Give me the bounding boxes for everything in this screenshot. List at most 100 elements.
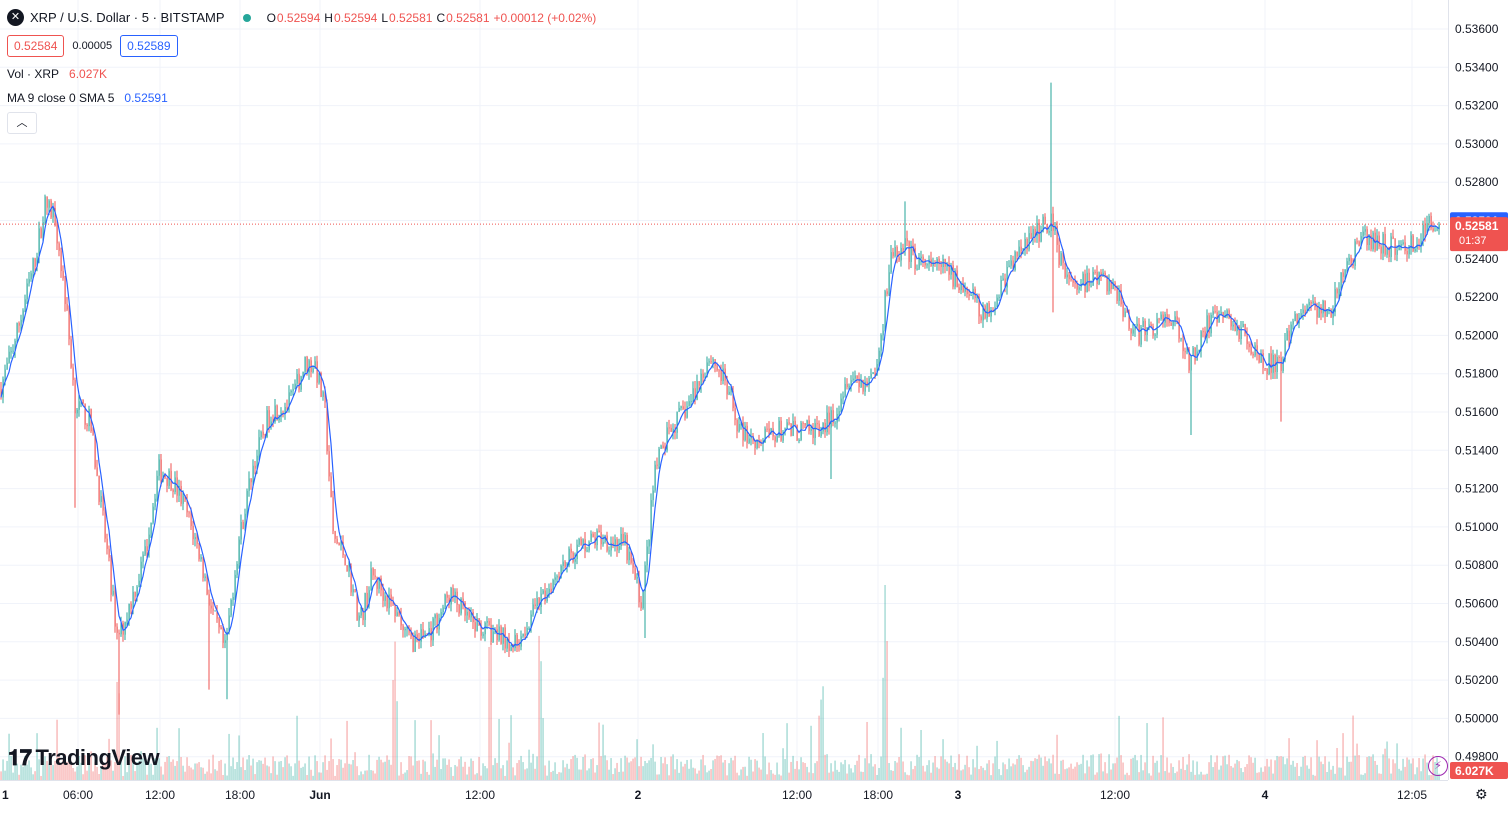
candle-body	[6, 362, 8, 370]
lightning-icon[interactable]: ⚡	[1428, 756, 1448, 776]
candle-body	[1256, 345, 1258, 354]
volume-bar	[1260, 767, 1262, 780]
volume-bar	[782, 748, 784, 780]
candle-body	[458, 604, 460, 614]
candle-body	[182, 495, 184, 504]
candle-body	[1170, 322, 1172, 326]
volume-bar	[214, 769, 216, 780]
candle-body	[1332, 312, 1334, 318]
volume-bar	[950, 755, 952, 780]
candle-body	[580, 538, 582, 546]
volume-bar	[554, 762, 556, 780]
volume-bar	[1266, 758, 1268, 780]
volume-bar	[738, 775, 740, 780]
volume-bar	[1132, 757, 1134, 780]
symbol-title[interactable]: XRP / U.S. Dollar · 5 · BITSTAMP	[30, 10, 225, 25]
candle-body	[612, 542, 614, 546]
volume-bar	[1148, 773, 1150, 780]
candle-body	[1034, 228, 1036, 236]
candle-body	[1306, 305, 1308, 313]
volume-bar	[1290, 764, 1292, 780]
volume-bar	[12, 772, 14, 780]
tradingview-logo[interactable]: 𝟏𝟕 TradingView	[8, 745, 160, 771]
price-axis[interactable]: 0.53600 0.53400 0.53200 0.53000 0.52800 0.524…	[1448, 0, 1511, 780]
volume-bar	[1174, 773, 1176, 780]
volume-bar	[1336, 748, 1338, 780]
sell-button[interactable]: 0.52584	[7, 35, 65, 57]
volume-bar	[552, 770, 554, 780]
volume-bar	[1324, 756, 1326, 780]
price-tick-label: 0.51200	[1455, 482, 1499, 496]
candle-body	[178, 486, 180, 496]
volume-legend[interactable]: Vol · XRP 6.027K	[7, 67, 107, 81]
candle-body	[396, 612, 398, 616]
candle-body	[754, 440, 756, 449]
candle-body	[402, 625, 404, 631]
volume-bar	[1060, 760, 1062, 780]
candle-body	[870, 373, 872, 379]
candle-body	[288, 392, 290, 408]
volume-bar	[862, 771, 864, 780]
volume-bar	[1278, 756, 1280, 780]
candle-body	[8, 351, 10, 363]
candle-body	[1290, 324, 1292, 341]
candle-body	[1208, 315, 1210, 334]
volume-bar	[786, 723, 788, 780]
candle-body	[958, 287, 960, 291]
tv-logo-icon: 𝟏𝟕	[8, 745, 32, 770]
chart-area[interactable]	[0, 0, 1448, 780]
volume-bar	[880, 756, 882, 780]
candle-body	[204, 576, 206, 578]
candle-body	[780, 420, 782, 441]
candle-body	[510, 647, 512, 651]
volume-bar	[1184, 770, 1186, 780]
candle-body	[606, 535, 608, 551]
candle-body	[278, 416, 280, 421]
time-axis[interactable]: 1 06:00 12:00 18:00 Jun 12:00 2 12:00 18:00 3 12:0…	[0, 780, 1448, 810]
candle-body	[314, 361, 316, 369]
candle-body	[804, 423, 806, 426]
volume-bar	[1078, 764, 1080, 780]
volume-bar	[710, 769, 712, 780]
volume-bar	[706, 772, 708, 780]
volume-bar	[340, 759, 342, 780]
candle-body	[1152, 326, 1154, 336]
market-status-dot[interactable]	[242, 13, 251, 22]
price-chart[interactable]	[0, 0, 1448, 780]
volume-bar	[1090, 755, 1092, 780]
candle-body	[318, 373, 320, 383]
buy-button[interactable]: 0.52589	[120, 35, 178, 57]
volume-bar	[224, 763, 226, 780]
candle-body	[436, 614, 438, 630]
volume-bar	[40, 775, 42, 780]
candle-body	[376, 577, 378, 589]
volume-bar	[616, 762, 618, 780]
volume-bar	[940, 756, 942, 780]
collapse-legend-button[interactable]: ︿	[7, 112, 37, 134]
time-tick-label: 4	[1262, 788, 1269, 802]
settings-gear-icon[interactable]: ⚙	[1475, 786, 1488, 802]
volume-bar	[1350, 761, 1352, 780]
candle-body	[1308, 301, 1310, 306]
volume-bar	[44, 756, 46, 780]
ma-legend[interactable]: MA 9 close 0 SMA 5 0.52591	[7, 91, 168, 105]
volume-bar	[118, 693, 120, 780]
volume-bar	[1086, 760, 1088, 780]
volume-bar	[22, 766, 24, 780]
volume-bar	[696, 773, 698, 780]
candle-body	[102, 496, 104, 511]
volume-bar	[182, 765, 184, 780]
x-icon[interactable]: ✕	[7, 9, 24, 26]
candle-body	[422, 629, 424, 638]
candle-body	[1154, 334, 1156, 336]
candle-body	[62, 271, 64, 279]
volume-bar	[130, 754, 132, 780]
candle-body	[882, 330, 884, 336]
volume-bar	[186, 757, 188, 780]
volume-bar	[718, 756, 720, 780]
candle-body	[868, 378, 870, 386]
volume-bar	[820, 699, 822, 780]
volume-bar	[668, 775, 670, 780]
candle-body	[1044, 216, 1046, 225]
candle-body	[992, 310, 994, 312]
